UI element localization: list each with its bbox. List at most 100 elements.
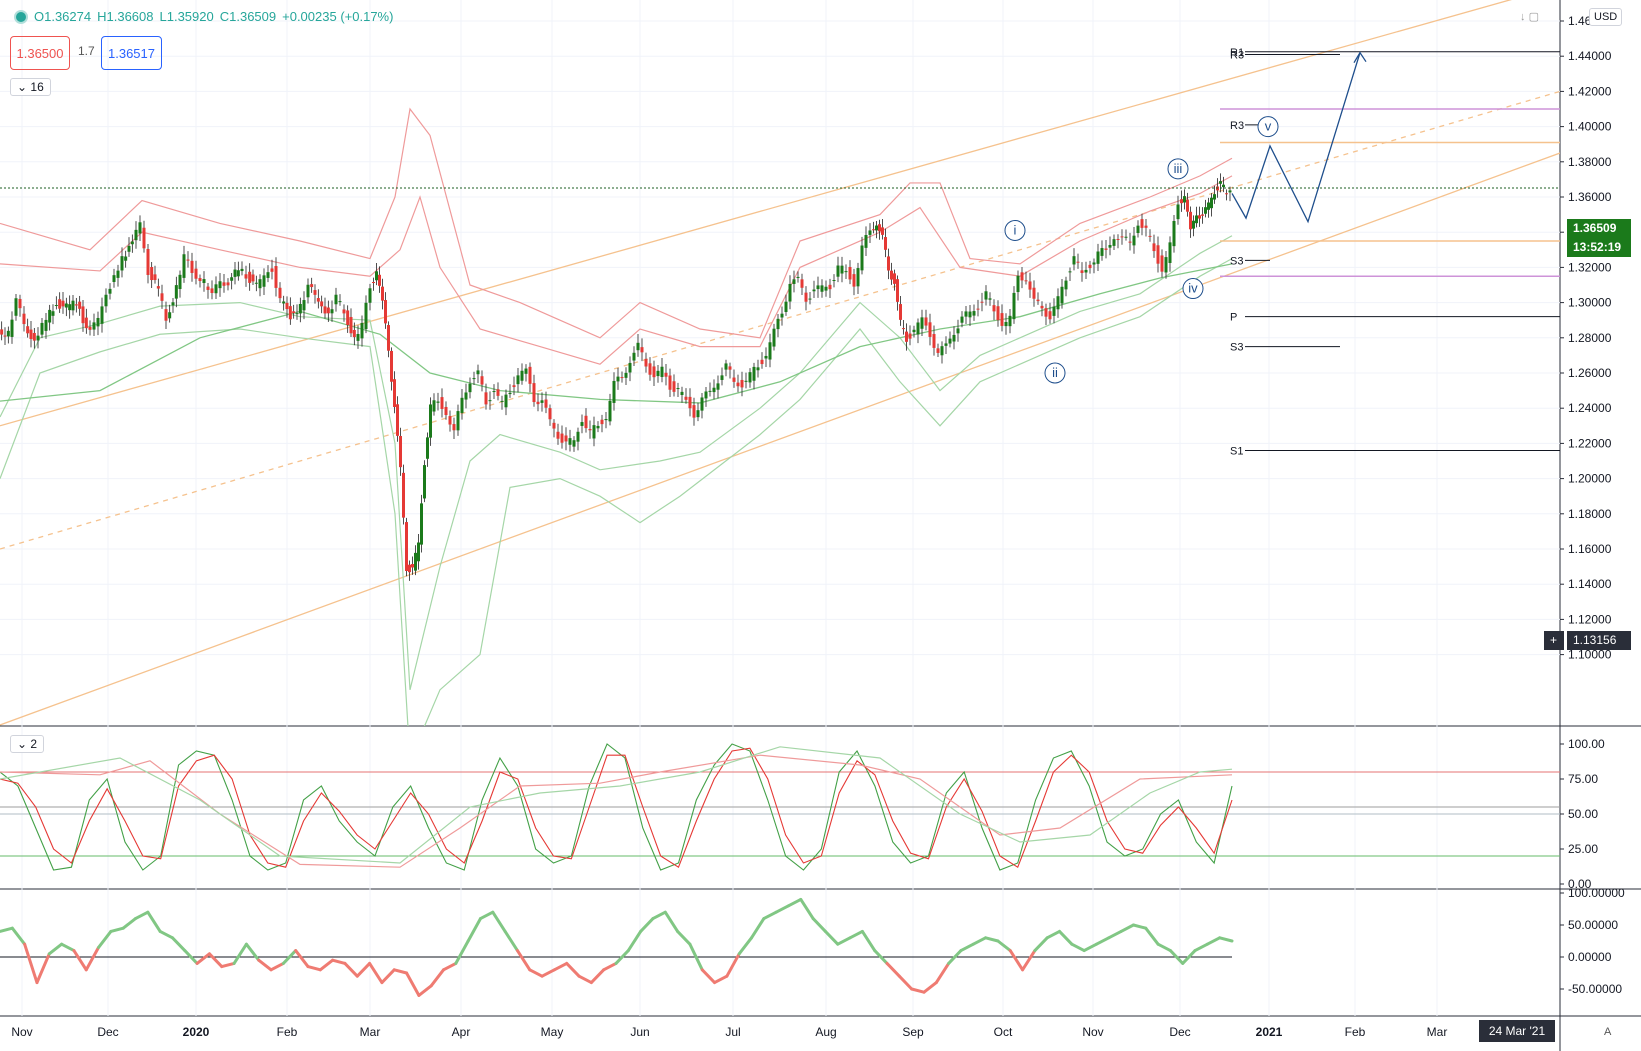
change-value: +0.00235 (+0.17%) bbox=[282, 9, 394, 24]
wave-text: iii bbox=[1174, 161, 1183, 176]
osc-segment bbox=[1070, 942, 1086, 953]
candle bbox=[528, 362, 532, 393]
candle-body bbox=[1024, 280, 1028, 282]
candle bbox=[352, 322, 356, 346]
candle bbox=[1172, 215, 1176, 253]
stochastic-collapse-toggle[interactable]: ⌄ 2 bbox=[10, 735, 45, 753]
candle bbox=[836, 256, 840, 283]
osc-segment bbox=[873, 949, 889, 965]
candle-body bbox=[233, 269, 237, 277]
candle bbox=[796, 271, 800, 283]
candle-body bbox=[1028, 281, 1032, 290]
sell-button[interactable]: 1.36500 bbox=[10, 36, 70, 70]
candle-body bbox=[108, 288, 112, 294]
auto-scale-button[interactable]: A bbox=[1604, 1026, 1612, 1038]
buy-button[interactable]: 1.36517 bbox=[101, 36, 162, 70]
candle bbox=[1140, 213, 1144, 236]
osc-segment bbox=[158, 929, 174, 940]
osc-segment bbox=[1168, 949, 1185, 965]
candle-body bbox=[996, 306, 1000, 321]
x-tick-label: Sep bbox=[902, 1025, 924, 1039]
candle-body bbox=[972, 311, 976, 316]
wave-label-i: i bbox=[1004, 219, 1026, 241]
candle bbox=[1036, 292, 1040, 305]
candle bbox=[1072, 248, 1076, 271]
indicator-collapse-toggle[interactable]: ⌄ 16 bbox=[10, 78, 51, 96]
candle-body bbox=[160, 293, 164, 301]
candle bbox=[1213, 185, 1216, 204]
candle-body bbox=[218, 281, 222, 289]
x-tick-label: Feb bbox=[1345, 1025, 1366, 1039]
candle-body bbox=[18, 298, 22, 309]
candle bbox=[448, 410, 452, 432]
candle bbox=[32, 327, 36, 349]
candle-body bbox=[980, 301, 984, 303]
candle-body bbox=[620, 377, 624, 379]
candle-body bbox=[278, 287, 282, 299]
candle-body bbox=[1136, 225, 1140, 234]
candle-body bbox=[460, 397, 464, 414]
candle-body bbox=[968, 311, 972, 318]
candle bbox=[536, 393, 540, 412]
candle-body bbox=[584, 415, 588, 429]
candle bbox=[972, 304, 976, 321]
osc-segment bbox=[183, 949, 199, 965]
pivot-label: R1 bbox=[1230, 47, 1244, 59]
candle-body bbox=[1189, 211, 1192, 230]
currency-selector[interactable]: USD bbox=[1589, 8, 1623, 26]
stoch-series-2 bbox=[0, 747, 1233, 869]
candle-body bbox=[878, 224, 881, 232]
candle bbox=[6, 326, 10, 344]
candle-body bbox=[134, 229, 138, 241]
candle-body bbox=[912, 329, 916, 333]
visibility-icon[interactable] bbox=[14, 9, 28, 24]
candle bbox=[828, 278, 832, 298]
oscillator-pane bbox=[0, 897, 1234, 997]
candle bbox=[417, 533, 420, 570]
candle-body bbox=[1068, 271, 1072, 273]
candle-body bbox=[872, 229, 875, 231]
candle bbox=[764, 347, 768, 367]
candle-body bbox=[436, 401, 440, 403]
candle-body bbox=[1016, 275, 1020, 293]
candle-body bbox=[26, 326, 30, 334]
candle bbox=[824, 280, 828, 297]
candle-body bbox=[1124, 236, 1128, 238]
candle bbox=[1012, 286, 1016, 324]
candle-body bbox=[652, 366, 656, 378]
arrow-down-icon[interactable]: ↓ bbox=[1520, 11, 1526, 23]
candle bbox=[1210, 193, 1213, 217]
candle bbox=[342, 304, 346, 322]
candle-body bbox=[1195, 215, 1198, 224]
candle bbox=[512, 376, 516, 396]
pane-controls[interactable]: ↓ ▢ bbox=[1520, 10, 1539, 23]
candle bbox=[1180, 190, 1183, 212]
candle bbox=[100, 297, 104, 333]
candle bbox=[500, 395, 504, 410]
candle bbox=[856, 262, 860, 295]
y-tick-label: 1.18000 bbox=[1568, 507, 1612, 521]
candle-body bbox=[516, 375, 520, 385]
candle bbox=[740, 371, 744, 397]
candle bbox=[22, 306, 26, 332]
candle bbox=[320, 295, 324, 314]
candle bbox=[134, 221, 138, 249]
maximize-icon[interactable]: ▢ bbox=[1528, 11, 1539, 23]
candle-body bbox=[1100, 248, 1104, 256]
candle-body bbox=[48, 309, 52, 323]
plus-icon[interactable]: + bbox=[1544, 631, 1564, 650]
bollinger-inner-upper bbox=[0, 175, 1233, 365]
candle bbox=[390, 347, 393, 391]
candle-body bbox=[732, 377, 736, 382]
candle bbox=[875, 221, 878, 239]
candle-body bbox=[178, 274, 182, 290]
candle bbox=[976, 299, 980, 317]
candle bbox=[164, 301, 168, 330]
candle bbox=[1108, 236, 1112, 256]
candle bbox=[480, 370, 484, 392]
candle-body bbox=[92, 322, 96, 330]
candle-body bbox=[310, 284, 314, 288]
candle-body bbox=[88, 326, 92, 330]
candle bbox=[124, 250, 128, 268]
